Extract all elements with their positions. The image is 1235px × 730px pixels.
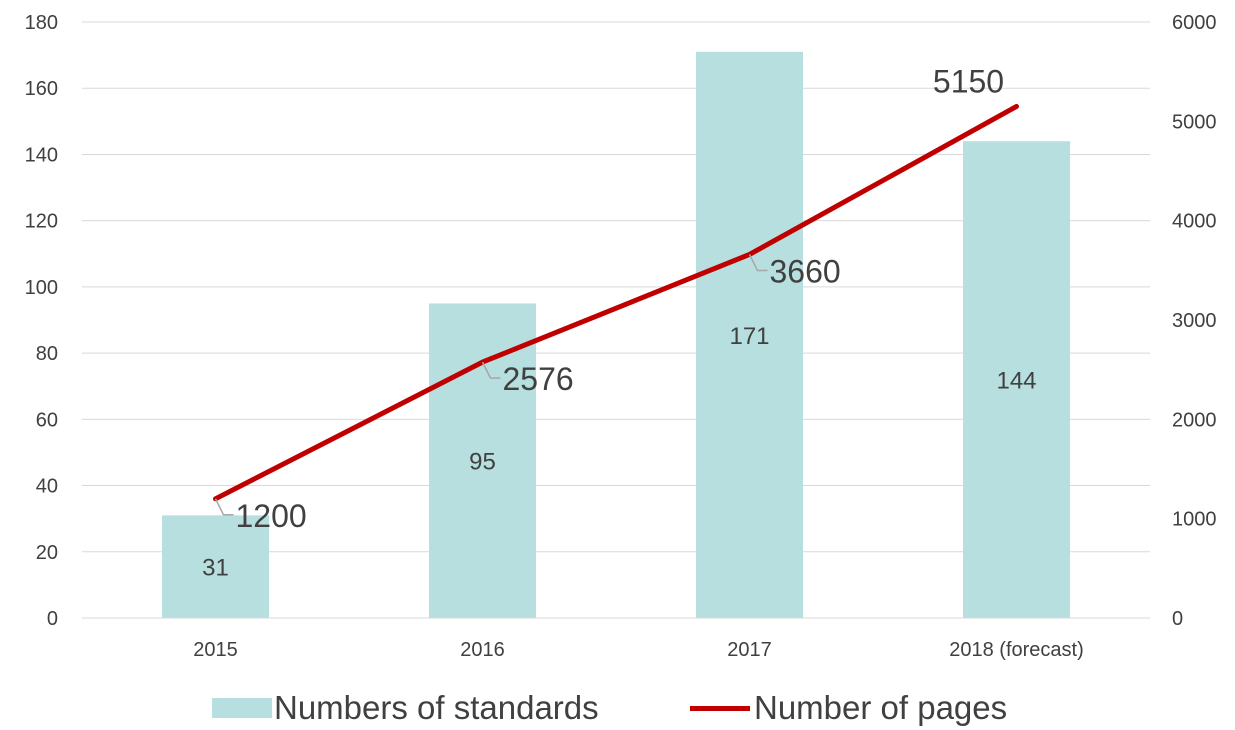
y-right-tick-label: 3000 (1172, 310, 1217, 332)
combo-chart: 0 20 40 60 80 100 120 140 160 180 0 1000 2000 3000 400… (25, 12, 1217, 661)
y-left-tick-label: 100 (25, 277, 58, 299)
y-left-tick-label: 0 (47, 608, 58, 630)
line-data-label: 2576 (503, 361, 574, 397)
y-right-tick-label: 6000 (1172, 12, 1217, 34)
y-left-tick-label: 140 (25, 144, 58, 166)
legend-label-standards: Numbers of standards (274, 689, 599, 726)
leader-line (481, 361, 501, 379)
y-left-tick-label: 80 (36, 343, 58, 365)
leader-line (748, 254, 768, 272)
bar-data-label: 95 (469, 449, 496, 476)
y-right-tick-label: 0 (1172, 608, 1183, 630)
y-right-tick-label: 1000 (1172, 509, 1217, 531)
line-data-label: 1200 (236, 498, 307, 534)
line-data-label: 5150 (933, 63, 1004, 99)
legend-item-standards: Numbers of standards (212, 688, 599, 728)
bar-data-label: 171 (729, 323, 769, 350)
bar (162, 515, 269, 618)
y-left-tick-label: 120 (25, 211, 58, 233)
y-left-tick-label: 180 (25, 12, 58, 34)
y-left-tick-label: 20 (36, 542, 58, 564)
line-series-pages (213, 103, 1019, 502)
legend-swatch-line (690, 705, 750, 711)
legend-item-pages: Number of pages (690, 688, 1007, 728)
x-tick-label: 2015 (193, 639, 238, 661)
y-left-tick-label: 60 (36, 409, 58, 431)
x-tick-label: 2018 (forecast) (949, 639, 1084, 661)
y-left-tick-label: 160 (25, 78, 58, 100)
bar (696, 51, 803, 619)
bar (429, 303, 536, 618)
x-tick-label: 2016 (460, 639, 505, 661)
bar (963, 141, 1070, 618)
y-right-tick-label: 2000 (1172, 409, 1217, 431)
y-right-tick-label: 5000 (1172, 111, 1217, 133)
bar-data-label: 31 (202, 555, 229, 582)
leader-line (214, 498, 234, 516)
y-left-tick-label: 40 (36, 476, 58, 498)
legend: Numbers of standards Number of pages (0, 680, 1235, 730)
x-tick-label: 2017 (727, 639, 772, 661)
y-right-tick-label: 4000 (1172, 211, 1217, 233)
line-data-label: 3660 (770, 253, 841, 289)
legend-swatch-bar (212, 698, 272, 718)
bar-data-label: 144 (996, 368, 1036, 395)
legend-label-pages: Number of pages (754, 689, 1008, 726)
